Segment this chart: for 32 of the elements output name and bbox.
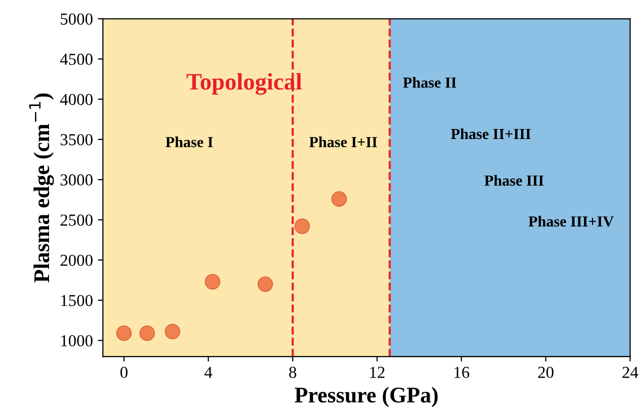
y-tick-label: 5000 (60, 13, 93, 25)
x-tick-label: 16 (454, 366, 470, 378)
point (164, 324, 180, 340)
x-tick-label: 8 (289, 366, 296, 378)
point (204, 274, 220, 290)
y-tick-label: 1000 (61, 335, 93, 346)
point (258, 276, 273, 292)
y-tick-label: 4000 (60, 94, 93, 106)
x-tick-label: 4 (204, 366, 212, 378)
point (294, 218, 310, 234)
y-tick-label: 2000 (60, 254, 93, 266)
point (331, 191, 347, 207)
x-tick-label: 12 (370, 366, 384, 378)
annotation: Phase II (403, 77, 456, 88)
annotation: Phase III+IV (528, 216, 614, 227)
x-tick-label: 20 (538, 366, 554, 378)
y-tick-label: 4500 (60, 54, 93, 65)
x-tick-label: 24 (622, 366, 638, 378)
annotation: Phase I+II (309, 136, 378, 148)
point (139, 326, 155, 341)
y-axis-title: Plasma edge (cm$^{−1}$) (29, 93, 54, 282)
annotation: Phase III (484, 174, 544, 186)
x-axis-title: Pressure (GPa) (294, 386, 438, 408)
point (116, 326, 132, 341)
y-tick-label: 2500 (60, 214, 93, 226)
annotation: Phase I (166, 136, 213, 148)
y-tick-label: 1500 (61, 294, 93, 306)
x-tick-label: 0 (120, 366, 128, 378)
annotation: Phase II+III (450, 128, 531, 140)
annotation: Topological (186, 73, 302, 95)
y-tick-label: 3500 (60, 134, 93, 146)
y-tick-label: 3000 (60, 174, 93, 186)
